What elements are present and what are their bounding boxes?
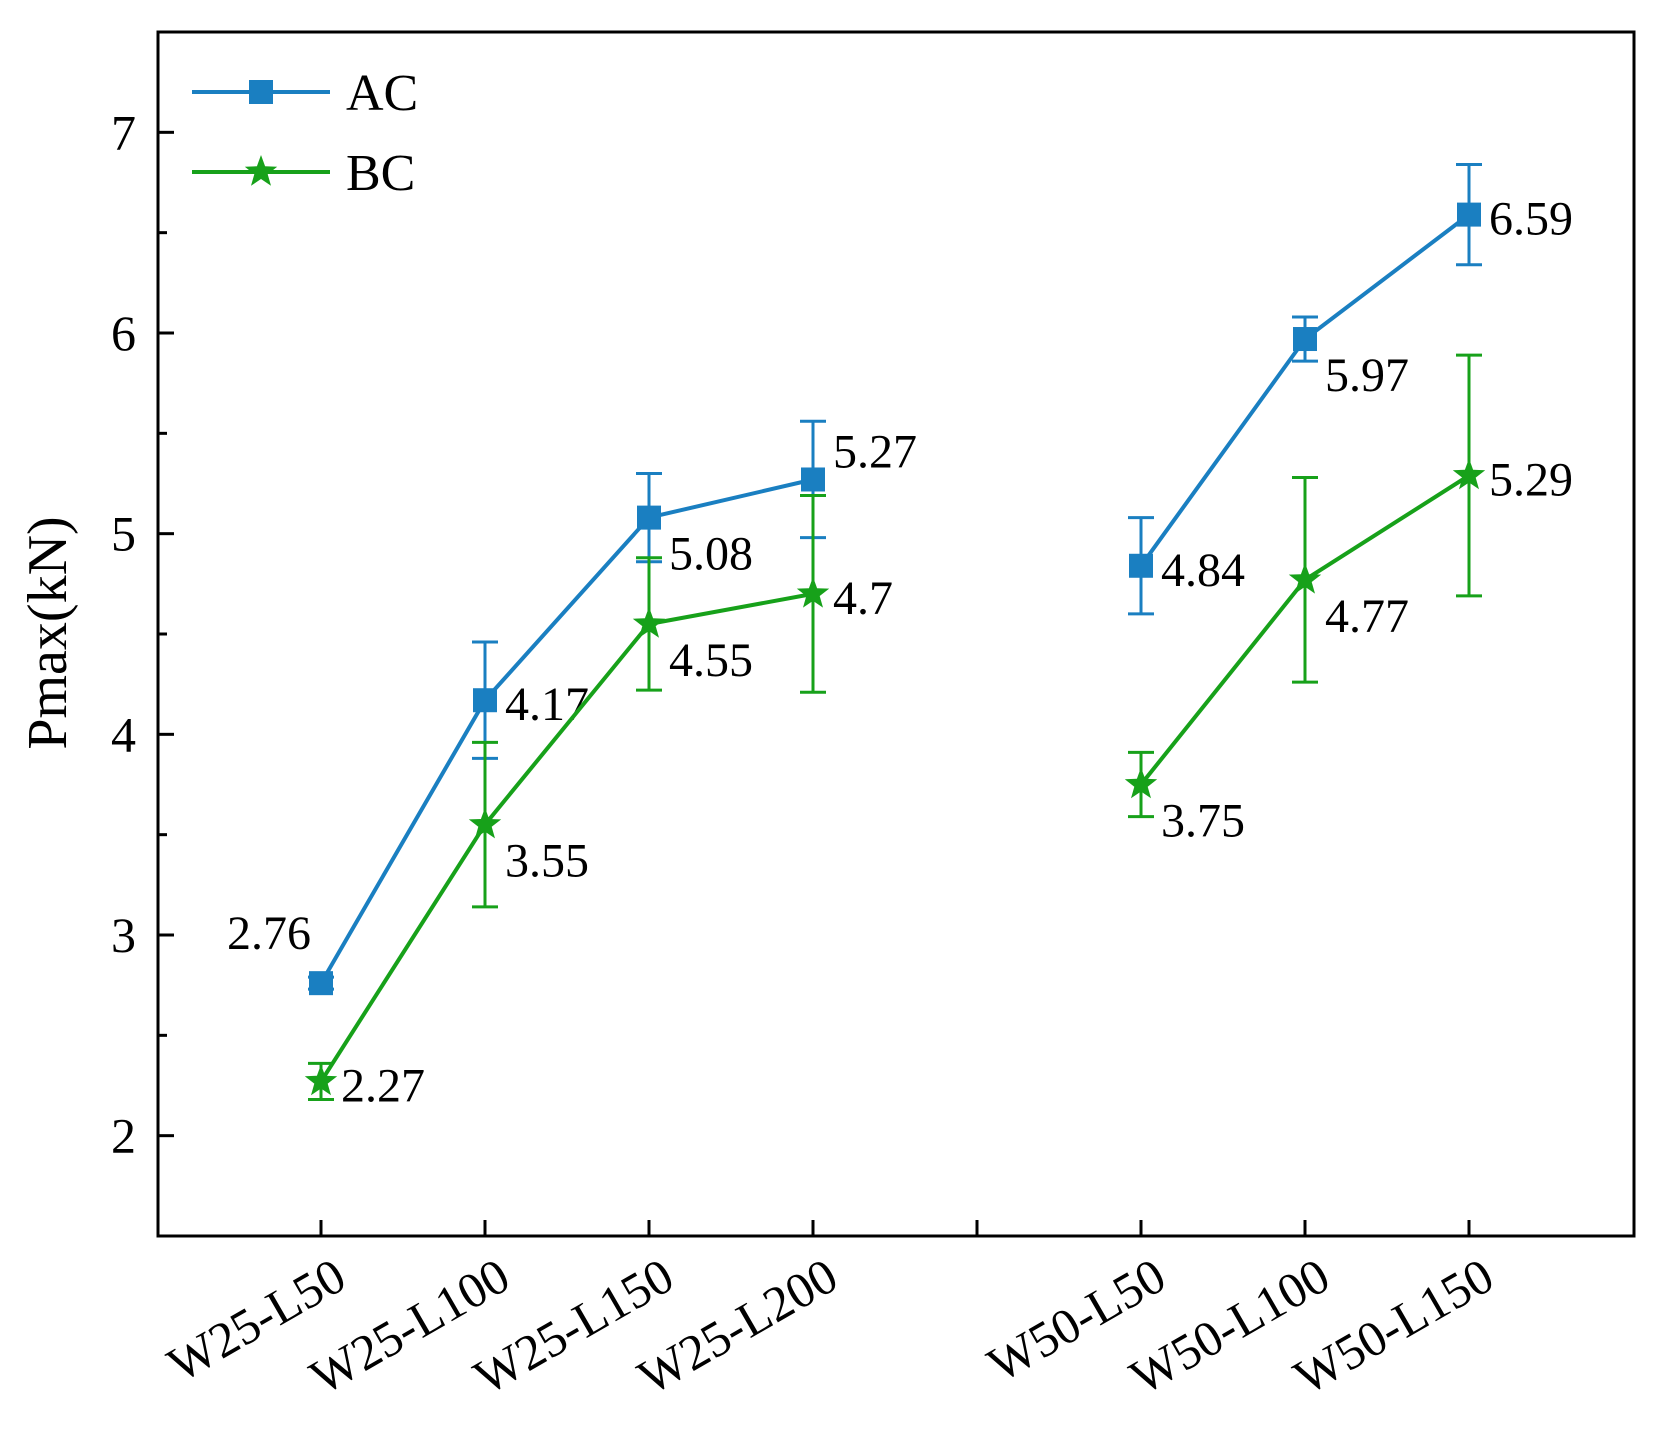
square-marker (1457, 202, 1481, 227)
legend-label: BC (346, 145, 415, 202)
y-tick-label: 6 (111, 305, 136, 361)
square-marker (309, 971, 333, 996)
square-marker (801, 467, 825, 492)
data-label: 2.27 (341, 1059, 425, 1112)
data-label: 4.55 (669, 634, 753, 687)
data-label: 6.59 (1489, 193, 1573, 246)
star-marker (1288, 562, 1322, 594)
data-label: 5.08 (669, 528, 753, 581)
square-marker (1293, 327, 1317, 352)
data-label: 4.7 (833, 572, 893, 625)
data-label: 4.17 (505, 678, 589, 731)
star-marker (304, 1064, 338, 1096)
square-marker (637, 505, 661, 530)
data-label: 5.29 (1489, 453, 1573, 506)
data-label: 5.97 (1325, 349, 1409, 402)
series-BC: 2.27 3.55 4.55 4.7 3.75 4.77 5.29 (304, 353, 1573, 1112)
data-label: 3.55 (505, 835, 589, 888)
star-marker (244, 155, 278, 186)
data-label: 2.76 (227, 907, 311, 960)
y-tick-label: 3 (111, 907, 136, 963)
star-marker (468, 807, 502, 839)
y-tick-label: 5 (111, 506, 136, 562)
data-label: 4.84 (1161, 544, 1245, 597)
y-tick-label: 4 (111, 706, 136, 762)
data-label: 4.77 (1325, 590, 1409, 643)
y-tick-label: 2 (111, 1108, 136, 1164)
plot-frame (156, 30, 1636, 1238)
star-marker (796, 576, 830, 608)
legend-label: AC (346, 65, 418, 122)
series-AC: 2.76 4.17 5.08 5.27 4.84 5.97 6.59 (227, 162, 1573, 996)
square-marker (249, 80, 273, 104)
star-marker (1124, 767, 1158, 799)
legend-item-AC: AC (192, 65, 418, 122)
star-marker (1452, 458, 1486, 490)
square-marker (1129, 553, 1153, 578)
data-label: 3.75 (1161, 795, 1245, 848)
y-axis-title: Pmax(kN) (17, 516, 79, 749)
data-label: 5.27 (833, 425, 917, 478)
series-line (319, 477, 814, 985)
legend-item-BC: BC (192, 145, 415, 202)
star-marker (632, 607, 666, 638)
series-line (319, 591, 814, 1083)
y-tick-label: 7 (111, 104, 136, 160)
square-marker (473, 688, 497, 713)
